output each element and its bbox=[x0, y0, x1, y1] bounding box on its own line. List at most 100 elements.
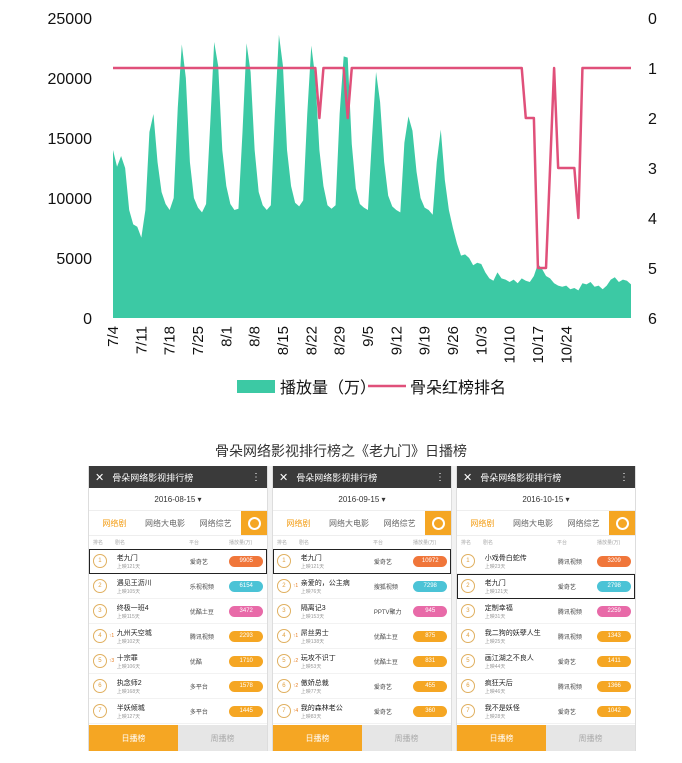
play-count-badge: 2259 bbox=[597, 605, 632, 617]
platform: 腾讯视频 bbox=[557, 609, 582, 616]
show-days: 上映127天 bbox=[116, 713, 141, 720]
platform: 优酷 bbox=[189, 659, 202, 666]
table-row[interactable]: 6 ↑2 傲娇总裁 上映77天 爱奇艺 455 bbox=[273, 674, 451, 699]
footer-tabs: 日播榜 周播榜 bbox=[457, 725, 635, 751]
show-days: 上映168天 bbox=[116, 688, 141, 695]
x-tick-label: 8/8 bbox=[247, 326, 264, 347]
rank-badge: 3 bbox=[461, 604, 475, 618]
more-icon[interactable]: ⋮ bbox=[435, 471, 445, 483]
play-count-badge: 1411 bbox=[597, 655, 632, 667]
table-row[interactable]: 6 执念师2 上映168天 多平台 1578 bbox=[89, 674, 267, 699]
rank-change: ↑1 bbox=[292, 583, 299, 589]
search-icon[interactable] bbox=[609, 511, 635, 535]
x-tick-label: 10/24 bbox=[558, 326, 575, 364]
tab[interactable]: 网络大电影 bbox=[329, 518, 369, 528]
table-row[interactable]: 7 半妖倾城 上映127天 多平台 1445 bbox=[89, 699, 267, 724]
table-row[interactable]: 7 我不是妖怪 上映28天 爱奇艺 1042 bbox=[457, 699, 635, 724]
tab-daily[interactable]: 日播榜 bbox=[89, 725, 178, 751]
x-tick-label: 10/10 bbox=[502, 326, 519, 364]
platform: 腾讯视频 bbox=[557, 684, 582, 691]
rank-badge: 1 bbox=[277, 554, 291, 568]
show-title: 终极一班4 bbox=[116, 604, 149, 612]
table-row[interactable]: 3 定制幸福 上映31天 腾讯视频 2259 bbox=[457, 599, 635, 624]
close-icon[interactable]: ✕ bbox=[95, 471, 105, 484]
search-icon[interactable] bbox=[241, 511, 267, 535]
show-title: 我的森林老公 bbox=[300, 704, 343, 712]
table-row[interactable]: 1 老九门 上映121天 爱奇艺 9905 bbox=[89, 549, 267, 574]
show-days: 上映115天 bbox=[116, 613, 140, 620]
table-row[interactable]: 5 ↑3 十宗罪 上映106天 优酷 1710 bbox=[89, 649, 267, 674]
tab-weekly[interactable]: 周播榜 bbox=[546, 725, 635, 751]
table-row[interactable]: 6 疯狂天后 上映46天 腾讯视频 1366 bbox=[457, 674, 635, 699]
tab-weekly[interactable]: 周播榜 bbox=[178, 725, 267, 751]
close-icon[interactable]: ✕ bbox=[463, 471, 473, 484]
table-row[interactable]: 2 老九门 上映121天 爱奇艺 2798 bbox=[457, 574, 635, 599]
table-row[interactable]: 2 遇见王沥川 上映105天 乐视视频 6154 bbox=[89, 574, 267, 599]
platform: PPTV聚力 bbox=[373, 609, 402, 616]
play-count-badge: 945 bbox=[413, 605, 448, 617]
y-left-tick-label: 10000 bbox=[48, 191, 93, 208]
rank-badge: 3 bbox=[93, 604, 107, 618]
date-picker[interactable]: 2016-08-15 ▾ bbox=[89, 488, 267, 511]
table-row[interactable]: 3 隔离记3 上映153天 PPTV聚力 945 bbox=[273, 599, 451, 624]
tab[interactable]: 网络大电影 bbox=[145, 518, 185, 528]
platform: 多平台 bbox=[189, 684, 208, 691]
platform: 优酷土豆 bbox=[373, 634, 398, 641]
play-count-badge: 7298 bbox=[413, 580, 448, 592]
platform: 爱奇艺 bbox=[373, 709, 392, 716]
tab[interactable]: 网络综艺 bbox=[199, 518, 232, 528]
x-tick-label: 8/15 bbox=[275, 326, 292, 355]
x-tick-label: 9/19 bbox=[417, 326, 434, 355]
rank-badge: 2 bbox=[93, 579, 107, 593]
tab[interactable]: 网络剧 bbox=[102, 518, 127, 528]
platform: 爱奇艺 bbox=[373, 559, 392, 566]
rank-badge: 1 bbox=[461, 554, 475, 568]
column-header-label: 平台 bbox=[189, 540, 200, 546]
table-row[interactable]: 2 ↑1 亲爱的，公主病 上映76天 搜狐视频 7298 bbox=[273, 574, 451, 599]
column-header-label: 排名 bbox=[277, 540, 288, 546]
table-row[interactable]: 5 ↓2 玩攻不识丁 上映53天 优酷土豆 831 bbox=[273, 649, 451, 674]
table-row[interactable]: 4 ↑1 屌丝男士 上映138天 优酷土豆 875 bbox=[273, 624, 451, 649]
tab-daily[interactable]: 日播榜 bbox=[273, 725, 362, 751]
show-days: 上映83天 bbox=[300, 713, 322, 720]
tab-weekly[interactable]: 周播榜 bbox=[362, 725, 451, 751]
show-days: 上映53天 bbox=[300, 663, 322, 670]
table-row[interactable]: 4 ↑1 九州天空城 上映102天 腾讯视频 2293 bbox=[89, 624, 267, 649]
play-count-badge: 3472 bbox=[229, 605, 264, 617]
table-row[interactable]: 4 我二狗的妖孽人生 上映25天 腾讯视频 1343 bbox=[457, 624, 635, 649]
rank-change: ↑4 bbox=[292, 708, 299, 714]
show-days: 上映121天 bbox=[116, 563, 141, 570]
platform: 腾讯视频 bbox=[189, 634, 214, 641]
rank-badge: 4 bbox=[93, 629, 107, 643]
table-row[interactable]: 5 画江湖之不良人 上映44天 爱奇艺 1411 bbox=[457, 649, 635, 674]
close-icon[interactable]: ✕ bbox=[279, 471, 289, 484]
tab[interactable]: 网络大电影 bbox=[513, 518, 553, 528]
x-tick-label: 9/12 bbox=[388, 326, 405, 355]
table-row[interactable]: 3 终极一班4 上映115天 优酷土豆 3472 bbox=[89, 599, 267, 624]
search-icon[interactable] bbox=[425, 511, 451, 535]
tab[interactable]: 网络剧 bbox=[470, 518, 495, 528]
date-picker[interactable]: 2016-10-15 ▾ bbox=[457, 488, 635, 511]
app-title: 骨朵网络影视排行榜 bbox=[112, 472, 194, 483]
rank-badge: 6 bbox=[93, 679, 107, 693]
show-title: 我二狗的妖孽人生 bbox=[484, 629, 541, 637]
table-row[interactable]: 7 ↑4 我的森林老公 上映83天 爱奇艺 360 bbox=[273, 699, 451, 724]
date-picker[interactable]: 2016-09-15 ▾ bbox=[273, 488, 451, 511]
table-row[interactable]: 1 老九门 上映121天 爱奇艺 10972 bbox=[273, 549, 451, 574]
tab-daily[interactable]: 日播榜 bbox=[457, 725, 546, 751]
tab[interactable]: 网络综艺 bbox=[383, 518, 416, 528]
show-title: 亲爱的，公主病 bbox=[300, 579, 350, 587]
tab[interactable]: 网络剧 bbox=[286, 518, 311, 528]
more-icon[interactable]: ⋮ bbox=[251, 471, 261, 483]
column-header: 排名 剧名 平台 播放量(万) bbox=[89, 536, 267, 549]
y-right-tick-label: 1 bbox=[648, 61, 657, 78]
platform: 腾讯视频 bbox=[557, 634, 582, 641]
show-days: 上映153天 bbox=[300, 613, 325, 620]
x-tick-label: 9/5 bbox=[360, 326, 377, 347]
phone-screenshot: ✕ 骨朵网络影视排行榜 ⋮ 2016-09-15 ▾ 网络剧 网络大电影 网络综艺 排名 剧名 平… bbox=[272, 466, 452, 751]
table-row[interactable]: 1 小戏骨白蛇传 上映23天 腾讯视频 3209 bbox=[457, 549, 635, 574]
more-icon[interactable]: ⋮ bbox=[619, 471, 629, 483]
tab[interactable]: 网络综艺 bbox=[567, 518, 600, 528]
column-header: 排名 剧名 平台 播放量(万) bbox=[457, 536, 635, 549]
column-header-label: 播放量(万) bbox=[229, 540, 253, 546]
